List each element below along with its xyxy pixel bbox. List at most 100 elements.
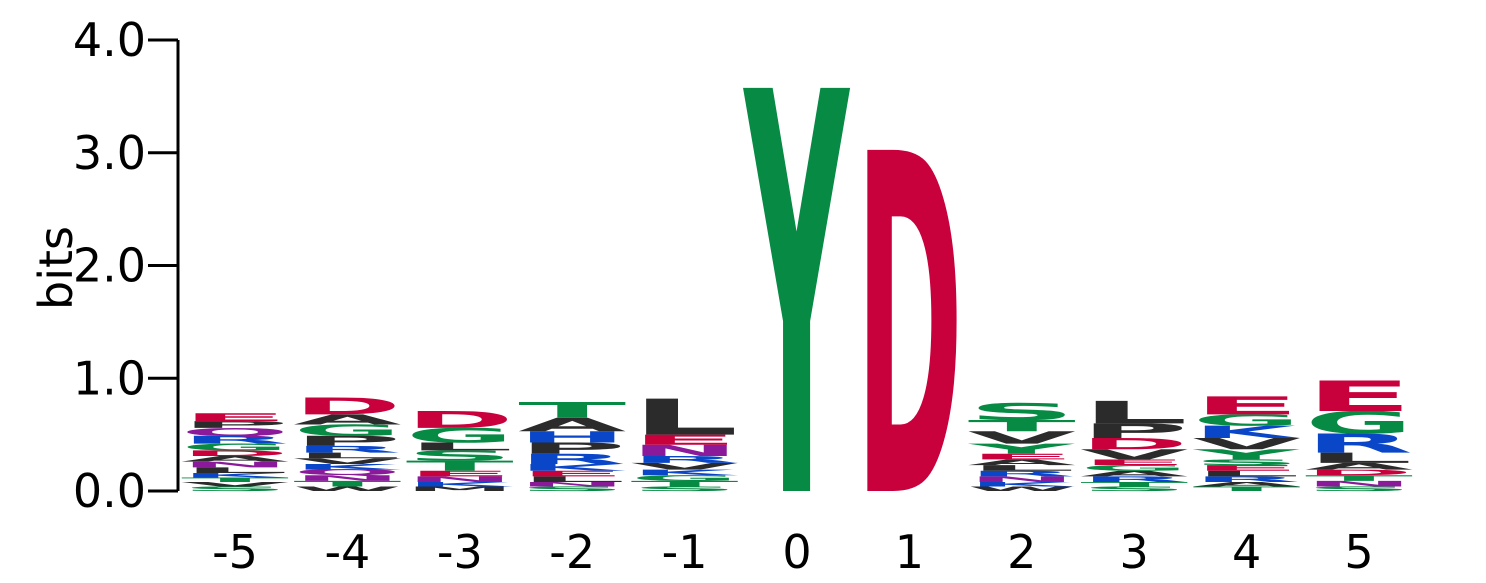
letter-glyph: E — [1305, 373, 1413, 421]
letter-glyph: V — [1193, 435, 1301, 453]
letter-glyph: P — [1080, 419, 1188, 442]
letter-glyph: A — [1305, 461, 1414, 472]
letter-glyph: W — [293, 485, 401, 492]
letter-glyph: H — [518, 428, 626, 446]
letter-glyph: Q — [181, 426, 289, 439]
letter-glyph: K — [406, 481, 513, 488]
letter-glyph: A — [1193, 481, 1301, 488]
letter-glyph: M — [406, 485, 514, 492]
letter-glyph: G — [1193, 411, 1301, 429]
letter-glyph: A — [1080, 469, 1188, 478]
letter-glyph: P — [181, 419, 289, 430]
letter-glyph: S — [1305, 485, 1413, 492]
letter-glyph: T — [1193, 485, 1301, 492]
y-tick-label: 0.0 — [73, 464, 146, 518]
letter-glyph: V — [1080, 447, 1188, 463]
letter-glyph: L — [1080, 395, 1188, 431]
letter-glyph: L — [1305, 450, 1413, 466]
letter-glyph: S — [1080, 485, 1188, 492]
letter-glyph: Y — [1193, 447, 1301, 463]
letter-glyph: T — [406, 458, 514, 474]
position-stack: Y — [742, 0, 850, 583]
letter-glyph: E — [1080, 458, 1188, 467]
letter-glyph: V — [968, 428, 1076, 448]
letter-glyph: L — [181, 466, 289, 475]
letter-glyph: L — [968, 464, 1076, 473]
letter-glyph: T — [181, 476, 289, 483]
x-tick-label: 5 — [1344, 525, 1373, 579]
letter-glyph: V — [181, 481, 289, 488]
letter-glyph: N — [518, 481, 626, 488]
letter-glyph: A — [968, 458, 1076, 467]
letter-glyph: T — [968, 417, 1076, 435]
letter-glyph: L — [406, 441, 514, 454]
letter-glyph: G — [1080, 464, 1188, 473]
letter-glyph: K — [293, 462, 402, 471]
letter-glyph: T — [631, 479, 739, 488]
x-tick-label: -1 — [662, 525, 708, 579]
letter-glyph: R — [1305, 428, 1413, 459]
x-tick-label: 2 — [1007, 525, 1036, 579]
letter-glyph: E — [406, 469, 514, 478]
letter-glyph: S — [181, 485, 289, 492]
letter-glyph: S — [518, 485, 626, 492]
letter-glyph: T — [1080, 481, 1188, 488]
letter-glyph: G — [181, 442, 289, 453]
x-tick-label: -4 — [324, 525, 370, 579]
letter-glyph: W — [968, 485, 1076, 492]
letter-glyph: G — [1305, 405, 1413, 441]
y-axis-title: bits — [29, 226, 83, 310]
letter-glyph: D — [181, 449, 289, 458]
letter-glyph: N — [631, 442, 739, 460]
x-tick-label: 1 — [895, 525, 924, 579]
letter-stacks: SVTKLNADGRQPEWTNQKVLRPGADMKNETSLGDSNLEKR… — [181, 0, 1414, 583]
letter-glyph: N — [406, 475, 514, 484]
letter-glyph: P — [518, 439, 626, 457]
letter-glyph: R — [181, 434, 289, 447]
letter-glyph: D — [1305, 468, 1413, 477]
letter-glyph: R — [1080, 475, 1188, 484]
letter-glyph: R — [968, 469, 1076, 478]
letter-glyph: D — [406, 407, 514, 434]
letter-glyph: N — [968, 475, 1076, 484]
x-tick-label: 3 — [1120, 525, 1149, 579]
letter-glyph: E — [181, 411, 289, 424]
letter-glyph: G — [631, 474, 739, 483]
letter-glyph: T — [293, 479, 401, 488]
letter-glyph: K — [181, 472, 288, 479]
y-tick-label: 4.0 — [73, 13, 146, 67]
letter-glyph: D — [855, 58, 963, 583]
letter-glyph: R — [293, 444, 401, 455]
letter-glyph: A — [518, 414, 626, 435]
letter-glyph: T — [518, 398, 626, 423]
letter-glyph: S — [968, 399, 1076, 426]
letter-glyph: A — [181, 455, 289, 464]
x-tick-label: 0 — [782, 525, 811, 579]
letter-glyph: E — [1193, 391, 1301, 420]
letter-glyph: K — [631, 468, 740, 477]
y-tick-label: 3.0 — [73, 126, 146, 180]
letter-glyph: A — [293, 412, 401, 428]
letter-glyph: L — [293, 451, 401, 460]
letter-glyph: K — [968, 481, 1075, 488]
x-tick-label: -2 — [549, 525, 595, 579]
letter-glyph: R — [518, 451, 626, 467]
letter-glyph: E — [631, 432, 739, 448]
letter-glyph: T — [1305, 474, 1413, 483]
x-ticks: -5 -4 -3 -2 -1 0 1 2 3 4 5 — [212, 525, 1374, 579]
letter-glyph: K — [1193, 422, 1301, 442]
letter-glyph: P — [293, 433, 401, 449]
letter-glyph: S — [1193, 458, 1301, 467]
letter-glyph: Q — [293, 468, 401, 477]
letter-glyph: D — [1080, 435, 1188, 453]
letter-glyph: K — [518, 462, 627, 473]
